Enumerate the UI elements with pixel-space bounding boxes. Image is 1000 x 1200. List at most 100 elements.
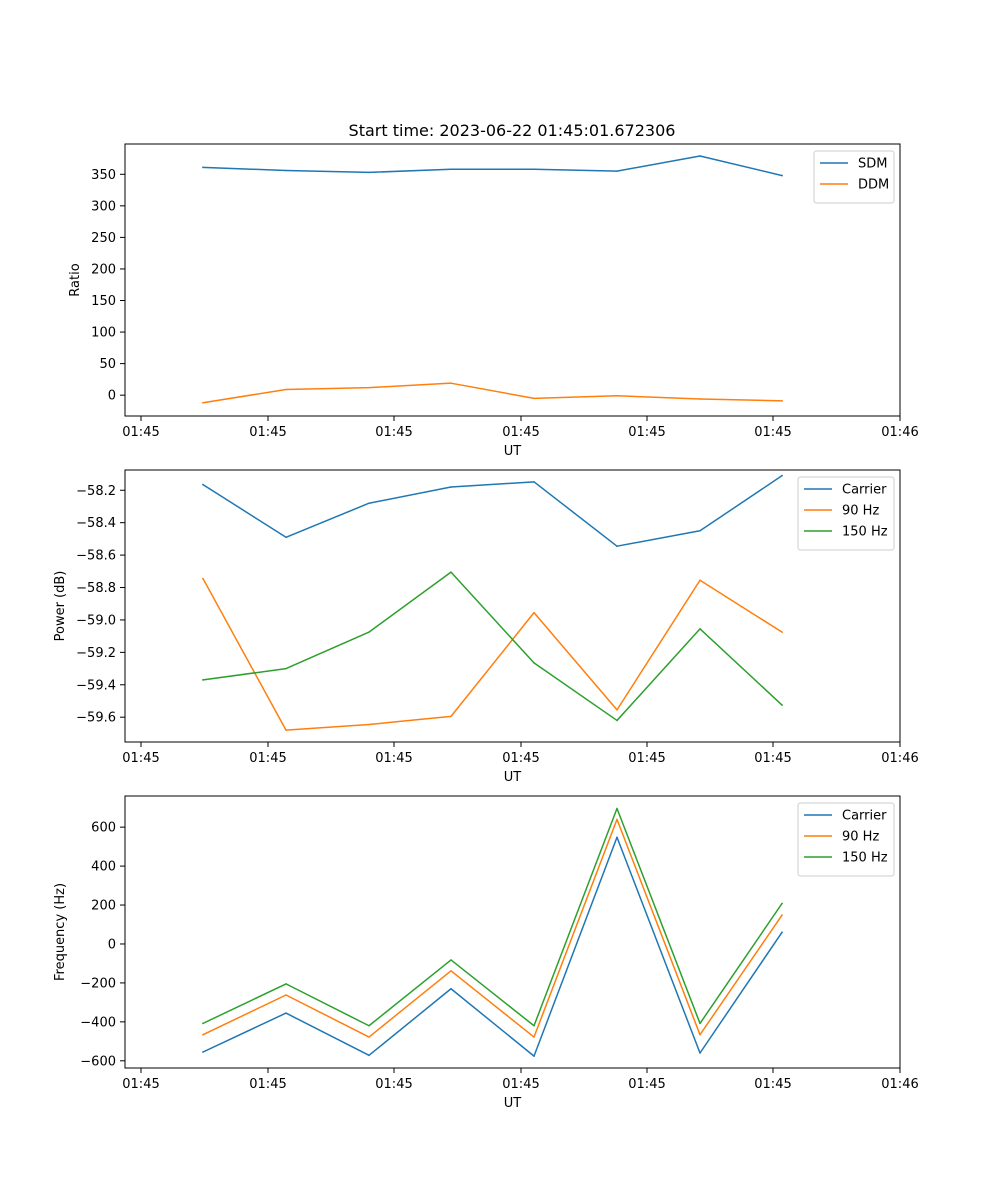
panel2-series-90-hz-point <box>781 631 783 633</box>
panel3-y-tick-label: 400 <box>91 860 116 875</box>
panel1-series-sdm-point <box>616 170 618 172</box>
panel1-series-ddm-point <box>450 382 452 384</box>
panel2-x-tick-label: 01:46 <box>881 751 918 766</box>
panel1-legend-label-ddm: DDM <box>858 178 889 193</box>
panel1-y-tick-label: 150 <box>91 294 116 309</box>
panel2-series-90-hz-point <box>533 611 535 614</box>
panel2-x-tick-label: 01:45 <box>754 751 791 766</box>
panel3-series-carrier-point <box>202 1051 204 1053</box>
panel3-x-axis-label: UT <box>504 1096 522 1111</box>
panel1-y-tick-label: 50 <box>99 357 116 372</box>
panel1-legend-label-sdm: SDM <box>858 157 887 172</box>
panel2-series-90-hz-point <box>202 577 204 580</box>
panel3-y-tick-label: 200 <box>91 899 116 914</box>
panel1-series-sdm-point <box>202 166 204 169</box>
panel1-series-ddm-point <box>285 388 287 391</box>
panel3-series-carrier-point <box>285 1012 287 1014</box>
panel1-series-sdm-point <box>368 171 370 174</box>
panel1-y-tick-label: 300 <box>91 199 116 214</box>
panel1-y-tick-label: 100 <box>91 326 116 341</box>
panel3-series-carrier-point <box>533 1055 535 1057</box>
panel3-series-90-hz-line <box>201 818 784 1038</box>
panel1-series-ddm-line <box>202 382 783 404</box>
panel1-series-ddm-point <box>202 402 204 404</box>
panel2-series-90-hz-line <box>201 577 784 731</box>
panel2-x-tick-label: 01:45 <box>502 751 539 766</box>
panel2-series-90-hz-point <box>699 579 701 581</box>
panel2-series-150-hz-point <box>285 667 287 670</box>
panel3-series-carrier-point <box>616 836 618 839</box>
panel3-y-axis-label: Frequency (Hz) <box>53 883 68 981</box>
panel2-series-carrier-point <box>368 502 370 504</box>
panel3-series-90-hz-point <box>781 914 783 916</box>
panel2-series-carrier-point <box>202 483 204 486</box>
panel2-y-tick-label: −59.6 <box>76 711 116 726</box>
panel1-series-sdm-point <box>781 174 783 177</box>
panel3-series-carrier-line <box>202 836 784 1057</box>
panel2-series-150-hz-point <box>781 704 783 706</box>
panel1-y-axis-label: Ratio <box>68 263 83 296</box>
panel2-y-tick-label: −59.0 <box>76 613 116 628</box>
panel3-series-150-hz-point <box>450 959 452 961</box>
panel2-series-carrier-point <box>781 474 783 477</box>
panel3-series-90-hz-point <box>202 1033 204 1036</box>
panel2-legend-label-90-hz: 90 Hz <box>842 504 879 519</box>
panel1-x-tick-label: 01:45 <box>502 425 539 440</box>
panel3-series-150-hz-line <box>202 807 784 1027</box>
panel2-y-axis-label: Power (dB) <box>53 571 68 642</box>
panel2-series-90-hz-point <box>450 715 452 718</box>
panel2-series-carrier-point <box>533 481 535 483</box>
panel2-series-150-hz-point <box>616 719 618 722</box>
panel1-y-tick-label: 200 <box>91 262 116 277</box>
panel2-series-carrier-line <box>201 474 784 547</box>
panel2-y-tick-label: −58.2 <box>76 484 116 499</box>
panel3-series-carrier-point <box>699 1052 701 1054</box>
panel3-series-carrier-point <box>781 931 783 934</box>
panel2-series-90-hz-point <box>285 729 287 731</box>
panel2-series-150-hz-point <box>450 571 452 573</box>
panel3-legend-label-150-hz: 150 Hz <box>842 851 888 866</box>
panel2-legend-label-150-hz: 150 Hz <box>842 525 888 540</box>
panel1-axes-frame <box>124 143 901 417</box>
panel1-x-axis-label: UT <box>504 444 522 459</box>
panel3-x-tick-label: 01:45 <box>249 1077 286 1092</box>
panel2-series-carrier-point <box>285 536 287 539</box>
panel2-series-carrier-point <box>616 545 618 547</box>
panel2-y-tick-label: −58.8 <box>76 581 116 596</box>
panel3-y-tick-label: −400 <box>80 1015 116 1030</box>
panel2-axes-frame <box>124 469 901 743</box>
panel2-y-tick-label: −58.4 <box>76 516 116 531</box>
panel-power: 01:45 01:45 01:45 01:45 01:45 01:45 01:46 UT −59… <box>53 469 919 785</box>
panel3-series-90-hz-point <box>368 1036 370 1038</box>
panel1-x-tick-label: 01:45 <box>249 425 286 440</box>
panel1-x-tick-label: 01:46 <box>881 425 918 440</box>
panel2-legend: Carrier 90 Hz 150 Hz <box>797 476 895 551</box>
panel3-series-150-hz-point <box>699 1022 701 1025</box>
panel3-x-tick-label: 01:45 <box>375 1077 412 1092</box>
panel1-series-sdm-point <box>285 169 287 172</box>
panel3-legend-label-carrier: Carrier <box>842 809 887 824</box>
panel3-series-150-hz-point <box>202 1022 204 1025</box>
panel3-legend-label-90-hz: 90 Hz <box>842 830 879 845</box>
panel3-series-150-hz-point <box>368 1025 370 1027</box>
panel3-x-tick-label: 01:45 <box>628 1077 665 1092</box>
panel3-series-90-hz-point <box>450 970 452 972</box>
panel1-series-ddm-point <box>781 400 783 402</box>
panel3-x-tick-label: 01:45 <box>502 1077 539 1092</box>
panel3-series-90-hz-point <box>616 818 618 821</box>
panel3-y-tick-label: −600 <box>80 1054 116 1069</box>
panel1-x-tick-label: 01:45 <box>122 425 159 440</box>
panel3-y-tick-label: 600 <box>91 821 116 836</box>
panel3-y-tick-label: −200 <box>80 976 116 991</box>
panel3-series-150-hz-point <box>781 902 783 905</box>
panel1-series-ddm-point <box>616 395 618 397</box>
panel2-series-150-hz-point <box>699 628 701 630</box>
panel3-series-carrier-point <box>450 988 452 990</box>
panel2-legend-label-carrier: Carrier <box>842 483 887 498</box>
panel2-series-carrier-point <box>450 486 452 488</box>
panel1-series-sdm-point <box>450 168 452 170</box>
panel1-x-tick-label: 01:45 <box>628 425 665 440</box>
panel1-legend-box <box>813 150 895 204</box>
panel1-series-sdm-line <box>202 155 783 177</box>
panel3-series-90-hz-point <box>699 1033 701 1036</box>
